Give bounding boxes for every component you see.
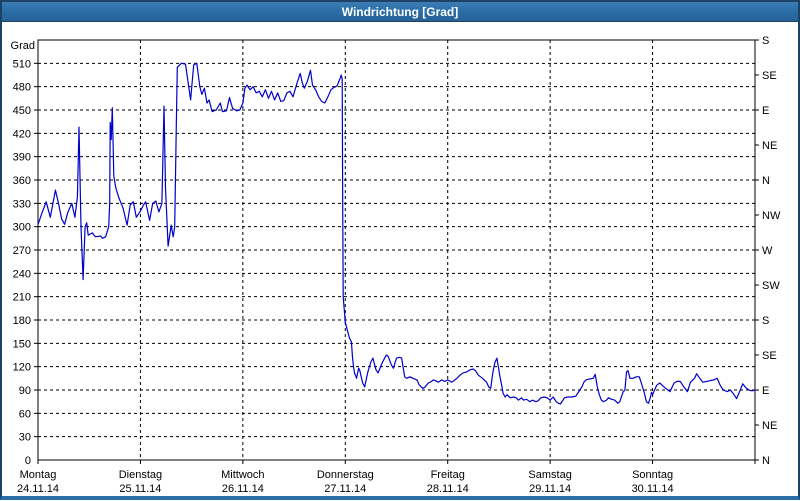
y-tick-label: 390: [13, 152, 31, 164]
y-axis-unit-label: Grad: [11, 40, 35, 52]
y-tick-label: 450: [13, 105, 31, 117]
compass-labels: S SE E NE N NW W SW S SE E NE N: [755, 35, 781, 467]
y-tick-label: 420: [13, 128, 31, 140]
y-tick-label: 330: [13, 198, 31, 210]
day-date-label: 30.11.14: [632, 483, 674, 495]
day-date-label: 25.11.14: [119, 483, 161, 495]
compass-label: NE: [762, 420, 777, 432]
y-gridlines: [34, 62, 755, 438]
y-tick-label: 180: [13, 315, 31, 327]
compass-label: E: [762, 385, 769, 397]
y-tick-label: 0: [25, 455, 31, 467]
plot-area: [37, 39, 756, 461]
y-tick-label: 60: [19, 408, 31, 420]
y-tick-label: 270: [13, 245, 31, 257]
day-name-label: Dienstag: [119, 469, 162, 481]
y-tick-label: 240: [13, 268, 31, 280]
day-date-label: 24.11.14: [17, 483, 59, 495]
day-name-label: Montag: [20, 469, 57, 481]
day-date-label: 26.11.14: [222, 483, 264, 495]
wind-direction-chart: 0 30 60 90 120 150 180 210 240 270 300 330 360 390 420…: [11, 35, 781, 495]
compass-label: W: [762, 245, 773, 257]
chart-area: 0 30 60 90 120 150 180 210 240 270 300 330 360 390 420…: [2, 22, 798, 496]
day-name-label: Freitag: [431, 469, 465, 481]
day-name-label: Donnerstag: [317, 469, 374, 481]
y-tick-label: 30: [19, 432, 31, 444]
y-tick-label: 120: [13, 362, 31, 374]
y-tick-label: 90: [19, 385, 31, 397]
compass-label: N: [762, 455, 770, 467]
day-name-label: Sonntag: [632, 469, 673, 481]
compass-label: E: [762, 105, 769, 117]
day-date-label: 29.11.14: [529, 483, 571, 495]
y-tick-label: 210: [13, 292, 31, 304]
compass-label: S: [762, 35, 769, 47]
day-name-label: Samstag: [528, 469, 571, 481]
window-title: Windrichtung [Grad]: [341, 4, 459, 19]
x-gridlines: [37, 40, 756, 464]
compass-label: NE: [762, 140, 777, 152]
compass-label: SE: [762, 70, 777, 82]
y-tick-label: 480: [13, 82, 31, 94]
x-axis-labels: Montag 24.11.14 Dienstag 25.11.14 Mittwoch 26…: [17, 469, 674, 495]
day-name-label: Mittwoch: [221, 469, 264, 481]
compass-label: S: [762, 315, 769, 327]
y-tick-label: 510: [13, 58, 31, 70]
wind-direction-line: [37, 62, 756, 405]
y-axis-labels: 0 30 60 90 120 150 180 210 240 270 300 330 360 390 420…: [11, 40, 35, 467]
window-titlebar[interactable]: Windrichtung [Grad]: [2, 2, 798, 22]
y-tick-label: 360: [13, 175, 31, 187]
day-date-label: 27.11.14: [324, 483, 366, 495]
compass-label: N: [762, 175, 770, 187]
y-tick-label: 150: [13, 338, 31, 350]
day-date-label: 28.11.14: [427, 483, 469, 495]
compass-label: NW: [762, 210, 781, 222]
compass-label: SE: [762, 350, 777, 362]
compass-label: SW: [762, 280, 780, 292]
y-tick-label: 300: [13, 222, 31, 234]
